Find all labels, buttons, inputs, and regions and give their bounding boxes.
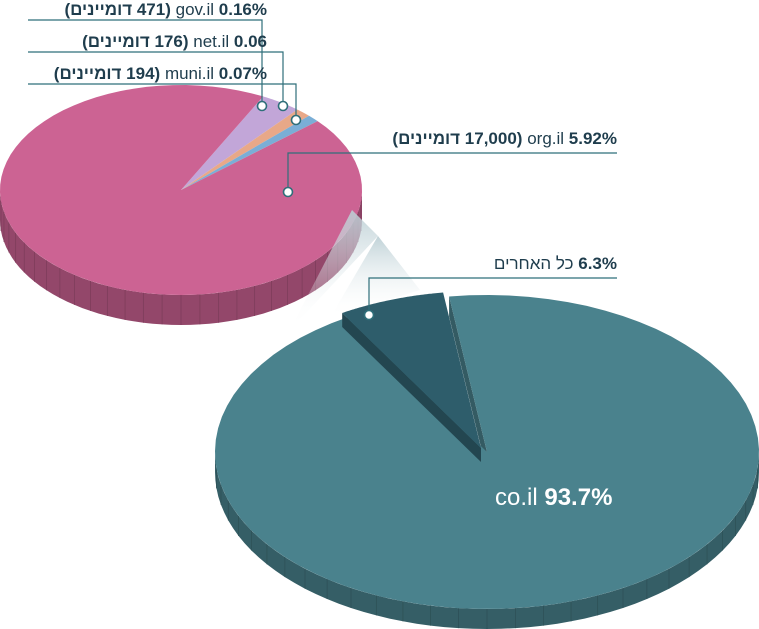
co-name: co.il [495, 484, 538, 511]
org-pct: 5.92% [568, 129, 617, 148]
co-slice-cut [449, 296, 487, 472]
leader-muni [28, 83, 297, 120]
leader-others [368, 277, 617, 315]
gov-count: (471 דומיינים) [64, 0, 171, 19]
org-name: org.il [527, 129, 565, 148]
leader-gov-dot [256, 100, 268, 112]
others-slice [342, 292, 481, 448]
leader-others-dot [363, 309, 375, 321]
main-pie [215, 292, 759, 629]
co-slice [215, 295, 759, 609]
leader-muni-dot [290, 114, 302, 126]
label-gov: 0.16% gov.il (471 דומיינים) [64, 0, 267, 20]
label-co: co.il 93.7% [495, 484, 612, 512]
label-org: 5.92% org.il (17,000 דומיינים) [392, 129, 617, 149]
zoom-connector [290, 210, 420, 330]
others-name: כל האחרים [493, 254, 574, 273]
org-slice [0, 85, 362, 295]
net-pct: 0.06 [233, 32, 267, 51]
leader-org-dot [282, 186, 294, 198]
muni-slice [181, 115, 318, 190]
label-muni: 0.07% muni.il (194 דומיינים) [54, 64, 267, 84]
small-pie [0, 85, 362, 325]
leader-gov [28, 19, 263, 106]
label-net: 0.06 net.il (176 דומיינים) [82, 32, 267, 52]
others-slice-side [342, 313, 481, 462]
zoom-cone-right [330, 236, 420, 318]
gov-name: gov.il [175, 0, 215, 19]
zoom-cone-left [290, 210, 378, 330]
muni-pct: 0.07% [218, 64, 267, 83]
muni-name: muni.il [164, 64, 215, 83]
muni-count: (194 דומיינים) [53, 64, 161, 83]
leader-lines [28, 19, 617, 321]
gov-slice [181, 96, 298, 190]
gov-pct: 0.16% [218, 0, 267, 19]
label-others: 6.3% כל האחרים [494, 254, 617, 274]
others-pct: 6.3% [578, 254, 617, 273]
net-name: net.il [193, 32, 230, 51]
org-count: (17,000 דומיינים) [392, 129, 523, 148]
net-count: (176 דומיינים) [82, 32, 189, 51]
net-slice [181, 109, 309, 190]
leader-org [287, 152, 617, 192]
leader-net [28, 51, 284, 106]
co-pct: 93.7% [544, 484, 613, 511]
leader-net-dot [277, 100, 289, 112]
